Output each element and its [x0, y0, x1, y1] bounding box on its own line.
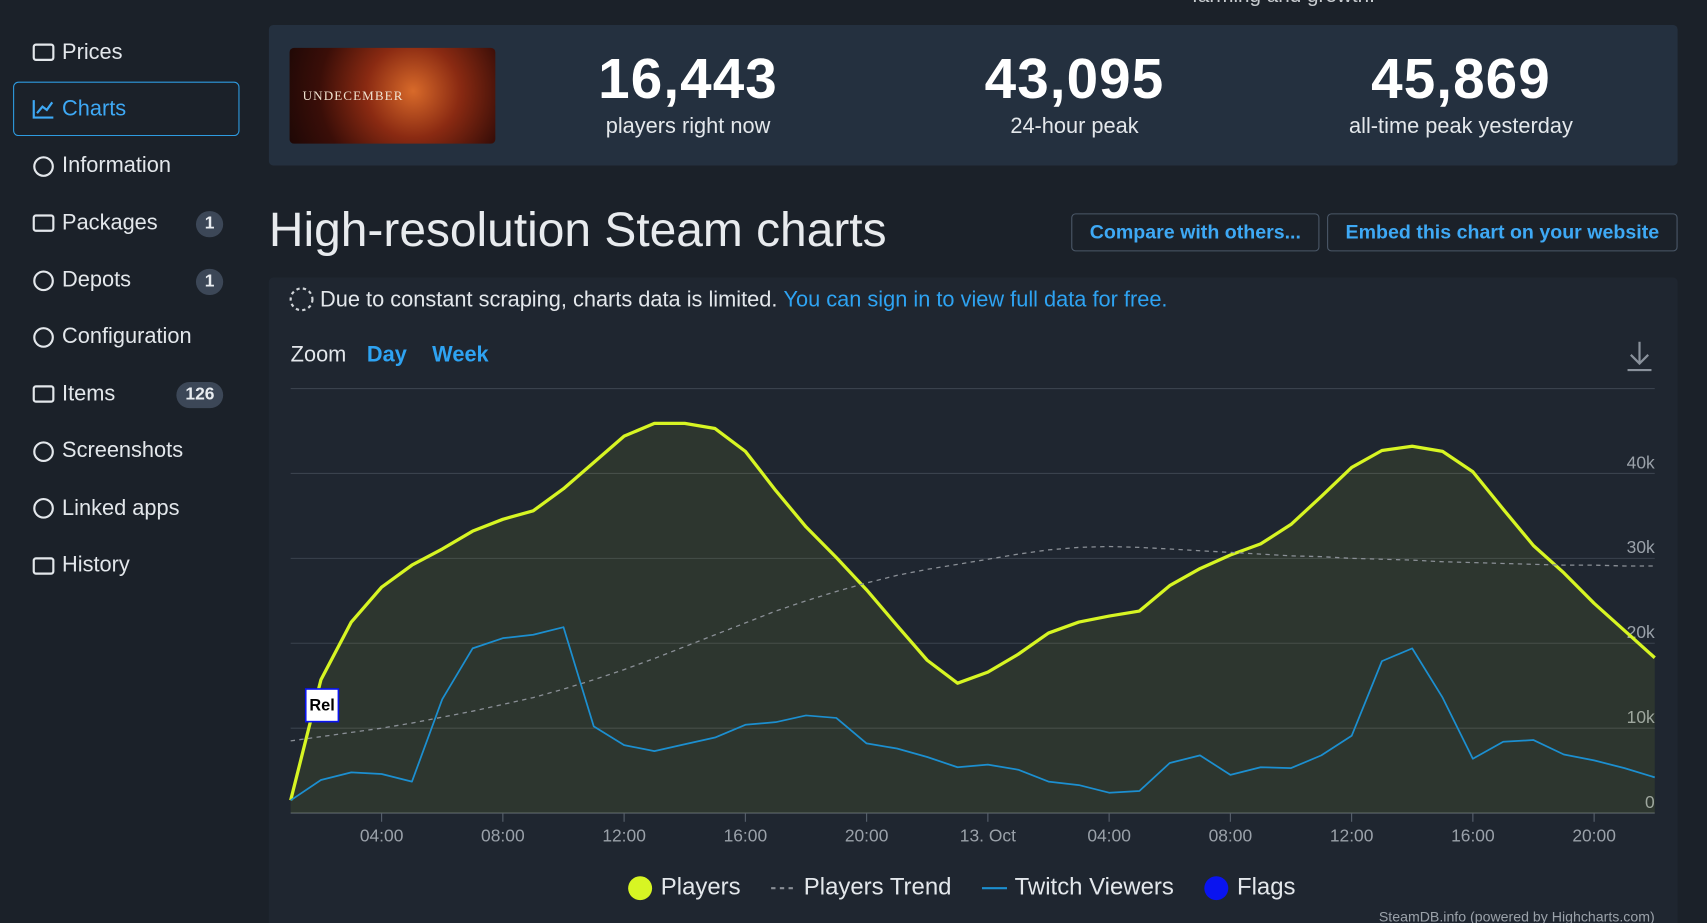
chart-credit: SteamDB.info (powered by Highcharts.com)	[1379, 908, 1655, 923]
stats-panel: UNDECEMBER 16,443 players right now 43,0…	[268, 25, 1678, 166]
x-tick-label: 08:00	[481, 826, 525, 846]
sidebar-item[interactable]: Information	[13, 139, 239, 193]
count-badge: 1	[196, 268, 224, 295]
logo-text: UNDECEMBER	[302, 87, 404, 103]
sidebar-item[interactable]: History	[13, 538, 239, 592]
zoom-label: Zoom	[291, 342, 347, 367]
count-badge: 126	[176, 382, 224, 409]
x-tick-label: 12:00	[602, 826, 646, 846]
sidebar-label: Depots	[62, 267, 132, 292]
sidebar-item[interactable]: Screenshots	[13, 424, 239, 478]
stat-label: players right now	[605, 114, 771, 139]
x-tick-label: 13. Oct	[960, 826, 1016, 846]
legend-item[interactable]: Players Trend	[771, 873, 951, 900]
x-tick-label: 20:00	[1572, 826, 1616, 846]
zoom-option[interactable]: Week	[432, 342, 489, 367]
sidebar-icon	[32, 43, 55, 61]
stat: 45,869 all-time peak yesterday	[1243, 47, 1678, 140]
series-line	[290, 626, 1656, 802]
download-icon[interactable]	[1627, 341, 1652, 372]
stat-value: 43,095	[984, 47, 1165, 112]
legend-item[interactable]: Players	[628, 873, 741, 900]
x-tick-label: 20:00	[845, 826, 889, 846]
legend: Players Players Trend Twitch Viewers Flags	[628, 873, 1296, 901]
x-tick-label: 04:00	[360, 826, 404, 846]
stat-value: 16,443	[598, 47, 778, 112]
legend-label: Players Trend	[804, 873, 952, 900]
legend-symbol	[628, 876, 653, 901]
sidebar-icon	[33, 327, 54, 348]
x-tick-label: 16:00	[724, 826, 768, 846]
series-line	[290, 545, 1655, 742]
count-badge: 1	[196, 211, 224, 238]
zoom-option[interactable]: Day	[367, 342, 407, 367]
game-logo: UNDECEMBER	[289, 47, 496, 144]
sidebar-item[interactable]: Prices	[13, 25, 239, 79]
sidebar-icon	[32, 556, 55, 575]
stat-label: all-time peak yesterday	[1349, 114, 1573, 139]
page-heading: High-resolution Steam charts	[268, 203, 887, 257]
sidebar-label: History	[62, 552, 130, 577]
sign-in-link[interactable]: You can sign in to view full data for fr…	[783, 286, 1167, 311]
sidebar-icon	[33, 441, 54, 462]
flag-label: Rel	[309, 697, 334, 715]
sidebar-label: Packages	[62, 210, 158, 235]
notice: Due to constant scraping, charts data is…	[320, 286, 1167, 311]
chart-panel	[268, 277, 1678, 923]
legend-label: Flags	[1237, 873, 1296, 900]
y-tick-label: 40k	[1627, 452, 1655, 472]
x-tick-label: 04:00	[1087, 826, 1131, 846]
sidebar-label: Screenshots	[62, 438, 184, 463]
stat-label: 24-hour peak	[1010, 114, 1139, 139]
stat: 43,095 24-hour peak	[857, 47, 1292, 140]
sidebar-label: Prices	[62, 39, 123, 64]
y-tick-label: 0	[1645, 792, 1655, 812]
sidebar-item[interactable]: Linked apps	[13, 481, 239, 535]
sidebar-icon	[33, 498, 54, 519]
sidebar-item[interactable]: Charts	[13, 82, 240, 137]
sidebar-label: Items	[62, 381, 116, 406]
top-text: farming and growth.	[1192, 0, 1375, 9]
sidebar-label: Configuration	[62, 324, 192, 349]
sidebar-item[interactable]: Configuration	[13, 310, 239, 364]
compare-button[interactable]: Compare with others...	[1071, 213, 1320, 252]
sidebar-icon	[33, 270, 54, 291]
sidebar-item[interactable]: Packages 1	[13, 196, 239, 250]
flag: Rel	[304, 688, 340, 723]
x-tick-label: 08:00	[1209, 826, 1253, 846]
sidebar-label: Information	[62, 153, 171, 178]
y-tick-label: 10k	[1627, 707, 1655, 727]
legend-symbol	[1204, 876, 1229, 901]
loading-icon	[289, 287, 314, 312]
sidebar-icon	[32, 214, 55, 233]
legend-label: Twitch Viewers	[1015, 873, 1174, 900]
y-tick-label: 30k	[1627, 537, 1655, 557]
series-line	[289, 421, 1656, 801]
sidebar-item[interactable]: Depots 1	[13, 253, 239, 307]
sidebar-label: Charts	[62, 96, 127, 121]
legend-label: Players	[661, 873, 741, 900]
legend-item[interactable]: Twitch Viewers	[981, 873, 1174, 900]
notice-text: Due to constant scraping, charts data is…	[320, 286, 777, 311]
x-tick-label: 12:00	[1330, 826, 1374, 846]
stat: 16,443 players right now	[470, 47, 905, 140]
sidebar-label: Linked apps	[62, 495, 180, 520]
sidebar-item[interactable]: Items 126	[13, 367, 239, 421]
embed-button[interactable]: Embed this chart on your website	[1327, 213, 1678, 252]
flag-box	[304, 688, 340, 723]
sidebar-icon	[32, 100, 54, 120]
x-tick-label: 16:00	[1451, 826, 1495, 846]
area-fill	[290, 423, 1655, 814]
stat-value: 45,869	[1371, 47, 1551, 112]
sidebar-icon	[33, 155, 54, 177]
legend-item[interactable]: Flags	[1204, 873, 1296, 901]
sidebar-icon	[32, 385, 55, 404]
sidebar: Prices Charts Information Packages 1 Depots 1 C…	[13, 25, 240, 595]
